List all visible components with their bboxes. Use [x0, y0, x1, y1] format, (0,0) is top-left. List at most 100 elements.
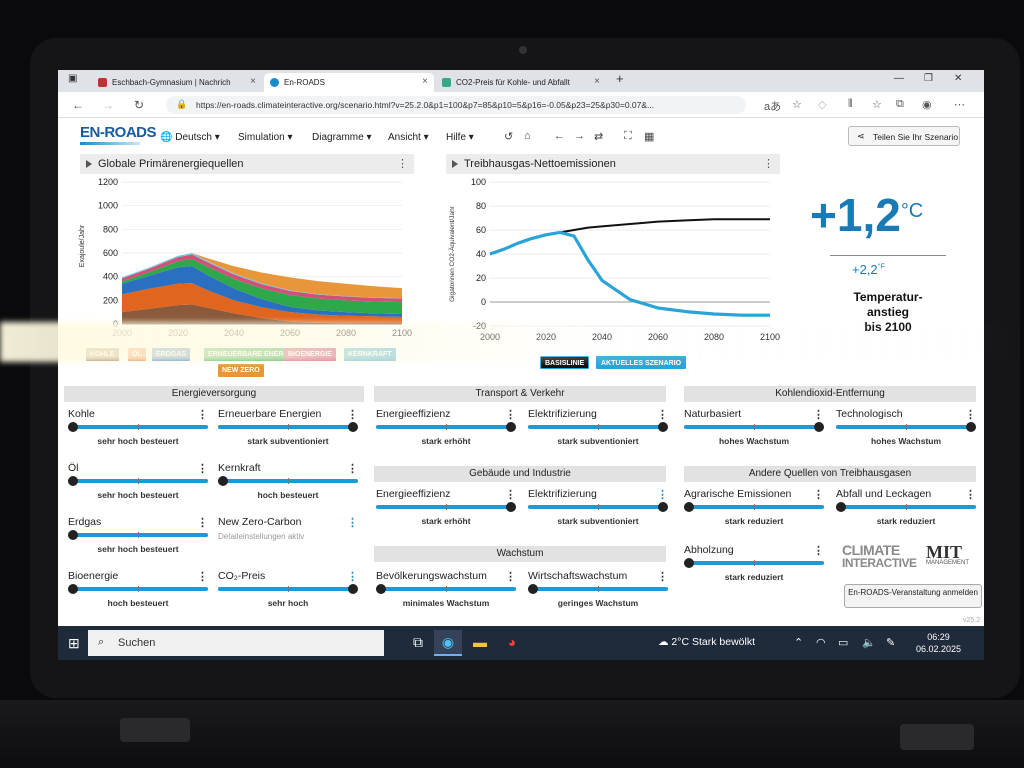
- minimize-icon[interactable]: —: [894, 73, 904, 84]
- slider-handle[interactable]: [528, 584, 538, 594]
- favorites-icon[interactable]: ☆: [872, 99, 882, 111]
- slider-handle[interactable]: [658, 502, 668, 512]
- new-tab-button[interactable]: +: [616, 71, 624, 86]
- legend-erdgas[interactable]: ERDGAS: [152, 348, 190, 361]
- graph-emissions-header[interactable]: Treibhausgas-Nettoemissionen ⋮: [446, 154, 780, 174]
- extensions-icon[interactable]: ◇: [818, 99, 827, 111]
- collections-icon[interactable]: ⧉: [896, 98, 904, 110]
- weather-widget[interactable]: ☁ 2°C Stark bewölkt: [658, 636, 755, 648]
- undo-icon[interactable]: ↺: [504, 131, 514, 143]
- slider-handle[interactable]: [966, 422, 976, 432]
- profile-icon[interactable]: ◉: [922, 99, 932, 111]
- more-icon[interactable]: ⋯: [954, 99, 965, 111]
- control-menu-icon[interactable]: ⋮: [347, 409, 358, 421]
- tray-chevron-icon[interactable]: ⌃: [794, 637, 804, 649]
- close-window-icon[interactable]: ✕: [954, 73, 963, 84]
- slider-handle[interactable]: [814, 422, 824, 432]
- favorite-star-icon[interactable]: ☆: [792, 99, 802, 111]
- control-menu-icon[interactable]: ⋮: [505, 409, 516, 421]
- slider-handle[interactable]: [68, 584, 78, 594]
- slider-handle[interactable]: [658, 422, 668, 432]
- close-tab-icon[interactable]: ×: [250, 76, 256, 87]
- slider-handle[interactable]: [506, 422, 516, 432]
- slider-handle[interactable]: [348, 422, 358, 432]
- control-menu-icon[interactable]: ⋮: [657, 571, 668, 583]
- legend-kernkraft[interactable]: KERNKRAFT: [344, 348, 396, 361]
- graph-menu-icon[interactable]: ⋮: [397, 158, 408, 170]
- control-menu-icon[interactable]: ⋮: [347, 463, 358, 475]
- share-scenario-button[interactable]: ⋖ Teilen Sie Ihr Szenario: [848, 126, 960, 146]
- clock[interactable]: 06:29 06.02.2025: [916, 632, 962, 654]
- control-menu-icon[interactable]: ⋮: [197, 571, 208, 583]
- legend--l[interactable]: ÖL: [128, 348, 146, 361]
- taskbar-search[interactable]: ⌕ Suchen: [88, 630, 384, 656]
- control-menu-icon[interactable]: ⋮: [347, 517, 358, 529]
- slider-handle[interactable]: [684, 502, 694, 512]
- tab-enroads[interactable]: En-ROADS ×: [264, 73, 434, 92]
- edge-icon[interactable]: ◉: [434, 630, 462, 656]
- control-menu-icon[interactable]: ⋮: [813, 489, 824, 501]
- network-icon[interactable]: ▭: [838, 637, 849, 649]
- split-screen-icon[interactable]: ⫴: [848, 98, 853, 110]
- tab-actions-icon[interactable]: ▣: [68, 73, 78, 84]
- task-view-icon[interactable]: ⧉: [413, 634, 423, 650]
- slider-handle[interactable]: [684, 558, 694, 568]
- legend-kohle[interactable]: KOHLE: [86, 348, 119, 361]
- slider-handle[interactable]: [68, 476, 78, 486]
- slider-handle[interactable]: [68, 530, 78, 540]
- control-menu-icon[interactable]: ⋮: [197, 409, 208, 421]
- control-menu-icon[interactable]: ⋮: [965, 409, 976, 421]
- chrome-icon[interactable]: ◕: [507, 634, 517, 650]
- wifi-icon[interactable]: ◠: [816, 637, 826, 649]
- menu-diagramme[interactable]: Diagramme ▾: [312, 132, 372, 143]
- url-field[interactable]: 🔒 https://en-roads.climateinteractive.or…: [166, 96, 746, 114]
- forward-icon[interactable]: →: [102, 98, 114, 112]
- fullscreen-icon[interactable]: ⛶: [624, 130, 632, 142]
- event-register-button[interactable]: En-ROADS-Veranstaltung anmelden: [844, 584, 982, 608]
- slider-handle[interactable]: [506, 502, 516, 512]
- close-tab-icon[interactable]: ×: [594, 76, 600, 87]
- restore-icon[interactable]: ❐: [924, 73, 933, 84]
- graph-energy-header[interactable]: Globale Primärenergiequellen ⋮: [80, 154, 414, 174]
- volume-icon[interactable]: 🔈: [862, 637, 876, 649]
- menu-ansicht[interactable]: Ansicht ▾: [388, 132, 429, 143]
- slider-handle[interactable]: [348, 584, 358, 594]
- menu-simulation[interactable]: Simulation ▾: [238, 132, 293, 143]
- step-back-icon[interactable]: ←: [554, 130, 565, 142]
- legend-new-zero[interactable]: NEW ZERO: [218, 364, 264, 377]
- back-icon[interactable]: ←: [72, 98, 84, 112]
- read-aloud-icon[interactable]: aあ: [764, 101, 782, 113]
- table-icon[interactable]: ▦: [644, 131, 655, 143]
- step-forward-icon[interactable]: →: [574, 130, 585, 142]
- slider-handle[interactable]: [836, 502, 846, 512]
- control-menu-icon[interactable]: ⋮: [965, 489, 976, 501]
- close-tab-icon[interactable]: ×: [422, 76, 428, 87]
- graph-menu-icon[interactable]: ⋮: [763, 158, 774, 170]
- control-menu-icon[interactable]: ⋮: [657, 409, 668, 421]
- control-menu-icon[interactable]: ⋮: [505, 489, 516, 501]
- menu-language[interactable]: 🌐 Deutsch ▾: [160, 132, 220, 143]
- slider-handle[interactable]: [68, 422, 78, 432]
- control-menu-icon[interactable]: ⋮: [813, 409, 824, 421]
- control-label: Technologisch: [836, 408, 903, 420]
- legend-basislinie[interactable]: BASISLINIE: [540, 356, 590, 369]
- tab-co2preis[interactable]: CO2-Preis für Kohle- und Abfallt ×: [436, 73, 606, 92]
- menu-hilfe[interactable]: Hilfe ▾: [446, 132, 474, 143]
- control-menu-icon[interactable]: ⋮: [347, 571, 358, 583]
- reload-icon[interactable]: ↻: [134, 98, 145, 112]
- slider-handle[interactable]: [218, 476, 228, 486]
- home-icon[interactable]: ⌂: [524, 130, 531, 142]
- control-menu-icon[interactable]: ⋮: [505, 571, 516, 583]
- slider-handle[interactable]: [376, 584, 386, 594]
- legend-bioenergie[interactable]: BIOENERGIE: [284, 348, 336, 361]
- control-menu-icon[interactable]: ⋮: [813, 545, 824, 557]
- pen-icon[interactable]: ✎: [886, 637, 896, 649]
- control-menu-icon[interactable]: ⋮: [657, 489, 668, 501]
- control-menu-icon[interactable]: ⋮: [197, 463, 208, 475]
- control-menu-icon[interactable]: ⋮: [197, 517, 208, 529]
- file-explorer-icon[interactable]: ▬: [473, 634, 487, 650]
- legend-aktuelles-szenario[interactable]: AKTUELLES SZENARIO: [596, 356, 687, 369]
- compare-icon[interactable]: ⇄: [594, 131, 604, 143]
- windows-start-icon[interactable]: ⊞: [68, 635, 80, 651]
- tab-eschbach[interactable]: Eschbach-Gymnasium | Nachrich ×: [92, 73, 262, 92]
